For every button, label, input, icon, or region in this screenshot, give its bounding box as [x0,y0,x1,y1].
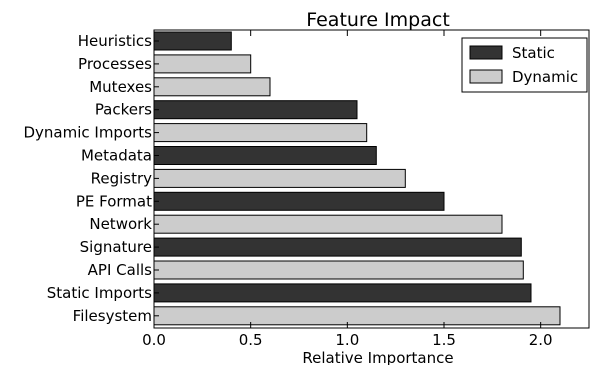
x-tick-label: 0.5 [239,331,263,349]
bar-filesystem [153,306,561,326]
bar-network [153,214,503,234]
plot-frame [153,29,590,329]
y-tick-label-registry: Registry [91,169,153,187]
legend-swatch-static [469,45,503,60]
bar-metadata [153,146,377,165]
legend-label-dynamic: Dynamic [512,68,578,86]
legend-label-static: Static [512,44,555,62]
bar-processes [153,54,252,74]
x-tick-label: 1.5 [432,331,456,349]
bar-signature [153,237,522,257]
x-tick-label: 1.0 [335,331,359,349]
bar-pe-format [153,191,445,211]
legend-swatch-dynamic [469,69,503,84]
y-tick-label-mutexes: Mutexes [89,78,152,96]
bar-packers [153,100,358,120]
y-tick-label-metadata: Metadata [81,147,152,165]
bar-dynamic-imports [153,123,368,143]
y-tick-label-network: Network [89,215,152,233]
legend: Static Dynamic [461,37,588,93]
y-tick-label-processes: Processes [78,55,152,73]
y-tick-label-dynamic-imports: Dynamic Imports [23,124,152,142]
x-tick-label: 2.0 [529,331,553,349]
bar-registry [153,168,406,188]
x-tick-label: 0.0 [142,331,166,349]
y-axis: Heuristics Processes Mutexes Packers Dynamic… [23,32,159,325]
bar-api-calls [153,260,524,280]
bar-mutexes [153,77,271,97]
y-tick-label-signature: Signature [80,238,152,256]
y-tick-label-packers: Packers [95,101,152,119]
x-axis-label: Relative Importance [302,349,453,365]
y-tick-label-heuristics: Heuristics [78,32,152,50]
bar-heuristics [153,31,232,51]
bar-static-imports [153,283,532,303]
x-axis: 0.0 0.5 1.0 1.5 2.0 [142,30,553,349]
y-tick-label-static-imports: Static Imports [47,284,152,302]
y-tick-label-api-calls: API Calls [88,261,152,279]
y-tick-label-filesystem: Filesystem [73,307,152,325]
chart-title: Feature Impact [306,9,450,31]
y-tick-label-pe-format: PE Format [76,192,152,210]
